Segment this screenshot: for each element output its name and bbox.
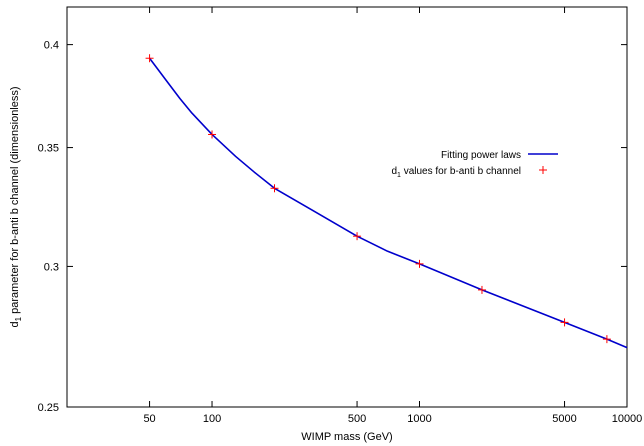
data-point-marker [602, 335, 611, 344]
data-point-marker [477, 285, 486, 294]
data-point-marker [353, 232, 362, 241]
legend: Fitting power laws d1 values for b-anti … [391, 150, 558, 179]
x-tick-label: 1000 [407, 413, 431, 425]
data-point-marker [145, 54, 154, 63]
y-tick-label: 0.25 [38, 402, 59, 414]
legend-points-prefix: d [391, 166, 397, 177]
data-point-marker [415, 259, 424, 268]
y-axis-label-suffix: parameter for b-anti b channel (dimensio… [9, 86, 21, 317]
series-line-fit [148, 57, 628, 349]
x-tick-label: 5000 [552, 413, 576, 425]
x-axis-label: WIMP mass (GeV) [301, 431, 392, 443]
x-tick-label: 10000 [612, 413, 643, 425]
legend-points-subscript: 1 [397, 172, 401, 179]
data-point-marker [560, 318, 569, 327]
y-tick-label: 0.3 [44, 261, 59, 273]
legend-label-fit: Fitting power laws [441, 150, 521, 161]
data-point-marker [270, 184, 279, 193]
legend-label-points: d1 values for b-anti b channel [391, 166, 521, 179]
x-tick-label: 100 [203, 413, 221, 425]
data-point-marker [208, 130, 217, 139]
y-axis-label: d1 parameter for b-anti b channel (dimen… [9, 86, 23, 327]
y-tick-label: 0.4 [44, 40, 59, 52]
y-tick-label: 0.35 [38, 143, 59, 155]
y-axis-label-subscript: 1 [14, 316, 23, 321]
x-tick-label: 50 [143, 413, 155, 425]
series-layer [145, 54, 628, 349]
legend-points-suffix: values for b-anti b channel [401, 166, 521, 177]
x-tick-label: 500 [348, 413, 366, 425]
ticks: 50 100 500 1000 5000 10000 0.25 0.3 0.35 0.4 [38, 7, 643, 425]
y-axis-label-prefix: d [9, 321, 21, 327]
plot-frame [66, 6, 628, 408]
legend-marker-points [539, 166, 547, 174]
